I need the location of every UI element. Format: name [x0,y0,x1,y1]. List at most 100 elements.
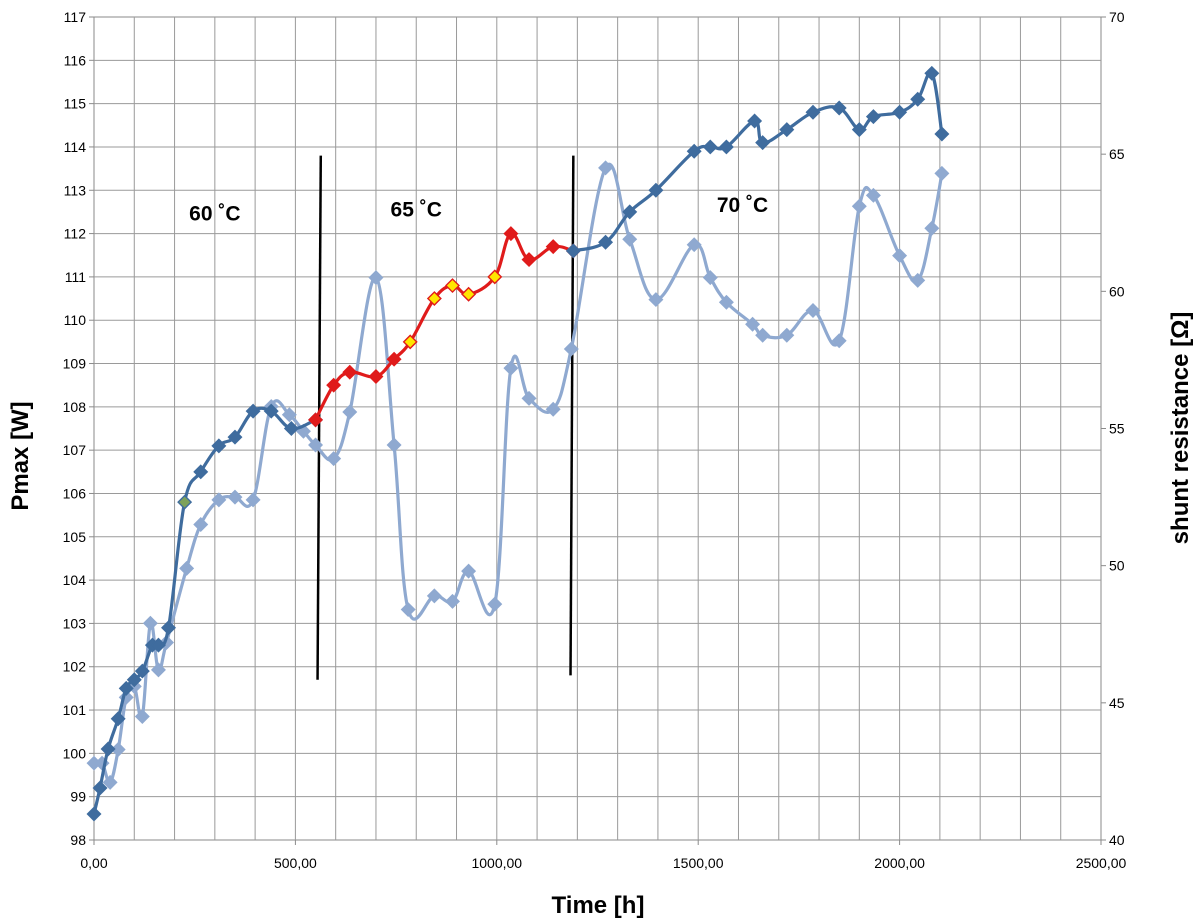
data-point-marker [934,126,950,142]
data-point-marker [503,226,519,242]
data-point-marker [386,437,402,453]
data-point-marker [161,620,177,636]
y-axis-title: Pmax [W] [7,401,34,510]
data-point-marker [779,122,795,138]
x-tick-label: 0,00 [80,855,107,871]
data-point-marker [686,237,702,253]
data-point-marker [445,593,460,609]
data-point-marker [368,270,384,286]
x-axis-title: Time [h] [552,892,645,919]
data-point-marker [702,270,718,286]
data-point-marker [281,407,297,423]
data-point-marker [263,403,279,419]
data-point-marker [245,403,261,419]
series-pmax-3 [565,65,950,259]
data-point-marker [779,327,795,343]
zone-label-2: 70 ˚C [717,194,768,217]
data-point-marker [487,269,503,285]
data-point-marker [150,662,166,678]
data-point-marker [865,109,881,125]
data-point-marker [445,278,460,294]
y-tick-label: 114 [64,139,87,155]
data-point-marker [110,711,126,727]
zone-label-0: 60 ˚C [189,203,240,226]
data-point-marker [326,451,342,467]
data-point-marker [545,239,561,255]
data-point-marker [177,494,193,510]
y-tick-label: 117 [64,9,87,25]
data-point-marker [326,377,342,393]
y-tick-label: 105 [63,529,87,545]
y-tick-label: 107 [63,442,87,458]
y-tick-label: 98 [70,832,86,848]
data-point-marker [283,421,299,436]
data-point-marker [622,231,638,247]
x-tick-label: 1000,00 [471,855,522,871]
data-point-marker [686,143,702,159]
data-point-marker [747,113,763,129]
data-point-marker [308,437,324,453]
y2-tick-label: 70 [1109,9,1125,25]
data-point-marker [118,680,134,696]
data-point-marker [924,220,940,236]
y2-tick-label: 45 [1109,695,1125,711]
data-point-marker [745,316,761,332]
data-point-marker [402,334,418,350]
data-point-marker [805,104,821,120]
x-tick-label: 500,00 [274,855,317,871]
data-point-marker [924,65,940,81]
data-point-marker [211,492,227,508]
data-point-marker [831,333,847,349]
data-point-marker [142,615,158,631]
data-point-marker [227,489,243,505]
y-tick-label: 100 [63,745,87,761]
data-point-marker [910,272,926,288]
y-tick-label: 104 [63,572,87,588]
data-point-marker [851,198,867,214]
data-point-marker [805,303,821,319]
data-point-marker [718,139,734,155]
y2-tick-label: 40 [1109,832,1125,848]
data-point-marker [892,104,908,120]
tick-labels: 98 99 100 101 102 103 104 105 106 107 108 109 110 111… [63,9,1127,871]
data-point-marker [934,165,950,181]
y-tick-label: 101 [63,702,87,718]
data-point-marker [622,204,638,220]
y-tick-label: 106 [63,485,87,501]
data-point-marker [245,492,261,508]
data-series [86,65,950,822]
plot-area-border [93,16,1102,841]
data-point-marker [755,327,771,343]
data-point-marker [426,291,442,307]
data-point-marker [718,294,734,310]
y2-tick-label: 60 [1109,283,1125,299]
data-point-marker [702,139,718,155]
data-point-marker [342,364,358,380]
data-point-marker [487,596,503,612]
data-point-marker [851,122,867,138]
y-tick-label: 102 [63,659,87,675]
temperature-divider-line [569,155,575,676]
data-point-marker [126,672,142,688]
data-point-marker [100,741,116,757]
y-tick-label: 109 [63,356,87,372]
series-pmax-1 [86,403,324,822]
y2-axis-title: shunt resistance [Ω] [1167,312,1194,545]
y-tick-label: 103 [63,615,87,631]
y-tick-label: 110 [64,312,87,328]
data-point-marker [831,100,847,116]
y-tick-label: 113 [64,182,87,198]
data-point-marker [193,464,209,480]
y-tick-label: 116 [64,52,87,68]
data-point-marker [308,412,324,428]
x-tick-label: 2500,00 [1076,855,1127,871]
data-point-marker [545,401,561,417]
y2-tick-label: 65 [1109,146,1125,162]
data-point-marker [386,351,402,367]
series-pmax-2 [308,226,581,428]
data-point-marker [193,517,209,533]
data-point-marker [400,602,416,618]
zone-labels: 60 ˚C 65 ˚C 70 ˚C [189,194,768,226]
data-point-marker [565,243,581,259]
data-point-marker [598,160,614,176]
